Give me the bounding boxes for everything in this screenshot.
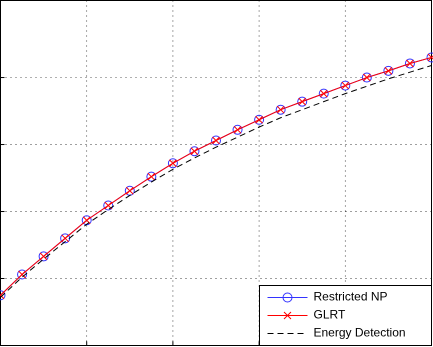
- marker: [189, 146, 200, 157]
- marker: [232, 124, 243, 135]
- marker: [39, 252, 48, 261]
- legend: Restricted NP GLRT Energy Detection: [259, 285, 432, 346]
- marker: [318, 88, 329, 99]
- marker: [0, 290, 6, 301]
- marker: [341, 81, 350, 90]
- marker: [38, 251, 49, 262]
- marker: [362, 73, 371, 82]
- marker: [212, 136, 220, 145]
- marker: [383, 65, 394, 76]
- marker: [297, 96, 308, 107]
- marker: [169, 159, 177, 168]
- marker: [319, 89, 328, 98]
- marker: [17, 269, 28, 280]
- legend-label: Energy Detection: [314, 326, 406, 340]
- marker: [406, 59, 414, 68]
- marker: [0, 291, 5, 300]
- marker: [146, 171, 157, 182]
- marker: [276, 105, 285, 114]
- marker: [427, 53, 433, 62]
- marker: [103, 200, 114, 211]
- marker: [426, 52, 433, 63]
- series-line: [0, 65, 432, 298]
- marker: [298, 97, 307, 106]
- marker: [384, 66, 393, 75]
- marker: [211, 135, 221, 146]
- marker: [361, 72, 372, 83]
- legend-marker: [282, 292, 293, 303]
- series-line: [0, 56, 432, 296]
- marker: [404, 58, 415, 69]
- marker: [275, 104, 286, 115]
- marker: [18, 270, 26, 279]
- legend-label: GLRT: [314, 308, 346, 322]
- marker: [167, 158, 178, 169]
- marker: [255, 115, 263, 124]
- marker: [254, 114, 265, 125]
- marker: [125, 186, 134, 195]
- legend-marker: [283, 311, 292, 320]
- series-line: [0, 56, 432, 296]
- marker: [190, 147, 199, 156]
- marker: [147, 172, 156, 181]
- legend-label: Restricted NP: [314, 290, 388, 304]
- marker: [61, 234, 70, 243]
- marker: [340, 80, 351, 91]
- marker: [233, 125, 242, 134]
